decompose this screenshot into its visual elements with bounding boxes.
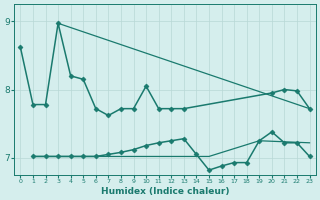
X-axis label: Humidex (Indice chaleur): Humidex (Indice chaleur)	[101, 187, 229, 196]
